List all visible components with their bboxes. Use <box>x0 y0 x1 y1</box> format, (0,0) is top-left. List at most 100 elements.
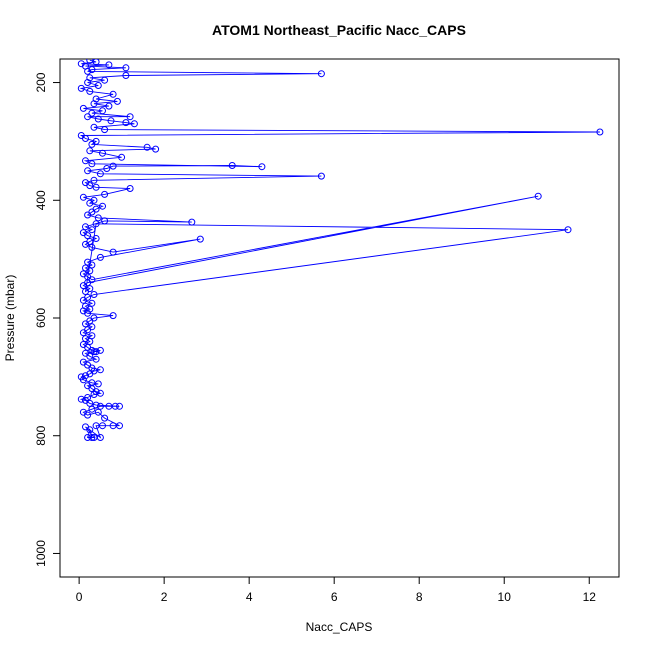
chart-title: ATOM1 Northeast_Pacific Nacc_CAPS <box>212 22 466 38</box>
data-point <box>82 179 89 187</box>
data-point <box>109 312 117 320</box>
data-point <box>79 104 87 112</box>
data-point <box>99 202 106 210</box>
data-point <box>88 434 96 441</box>
data-point <box>94 115 102 123</box>
data-point <box>101 126 109 134</box>
data-point <box>99 149 106 157</box>
data-point <box>88 332 96 340</box>
x-axis-label: Nacc_CAPS <box>306 620 373 634</box>
data-point <box>564 226 572 234</box>
data-point <box>122 64 130 72</box>
data-point <box>96 434 104 441</box>
data-point <box>96 170 104 178</box>
data-point <box>92 95 100 103</box>
series-line <box>79 59 600 439</box>
data-point <box>534 192 542 200</box>
data-point <box>96 402 104 410</box>
data-point <box>94 408 102 416</box>
x-tick-label: 6 <box>331 590 338 604</box>
data-point <box>77 60 85 68</box>
data-point <box>84 394 92 401</box>
data-point <box>88 160 96 168</box>
data-point <box>88 66 96 74</box>
data-point <box>82 157 89 165</box>
data-point <box>94 82 102 89</box>
data-point <box>107 117 115 125</box>
data-point <box>126 185 134 192</box>
data-point <box>113 97 121 105</box>
data-point <box>90 176 98 184</box>
data-point <box>103 165 111 172</box>
y-tick-label: 200 <box>34 72 48 92</box>
data-point <box>92 235 100 242</box>
data-point <box>126 113 134 121</box>
data-point <box>79 358 87 366</box>
series-layer <box>77 59 604 441</box>
y-tick-label: 800 <box>34 425 48 445</box>
data-point <box>258 163 266 171</box>
data-point <box>88 323 96 331</box>
data-point <box>116 422 123 430</box>
data-point <box>105 102 113 110</box>
data-point <box>92 137 100 145</box>
data-point <box>86 147 94 155</box>
data-point <box>228 162 236 169</box>
data-point <box>90 291 98 298</box>
data-point <box>122 72 130 79</box>
data-point <box>77 373 85 381</box>
data-point <box>86 285 94 293</box>
data-point <box>96 389 104 397</box>
data-point <box>90 123 98 131</box>
y-axis-label: Pressure (mbar) <box>3 275 17 362</box>
x-tick-label: 10 <box>498 590 512 604</box>
data-point <box>92 220 100 228</box>
data-point <box>88 379 96 387</box>
data-point <box>92 59 100 66</box>
data-point <box>94 214 102 222</box>
x-axis: 0 2 4 6 8 10 12 <box>76 576 596 604</box>
data-point <box>88 226 96 234</box>
data-point <box>143 143 151 151</box>
data-point <box>88 405 96 413</box>
data-point <box>101 414 109 422</box>
data-point <box>77 132 85 139</box>
data-point <box>596 128 604 136</box>
data-point <box>82 349 89 357</box>
data-point <box>82 264 89 272</box>
x-tick-label: 4 <box>246 590 253 604</box>
data-point <box>82 423 89 431</box>
x-tick-label: 0 <box>76 590 83 604</box>
data-point <box>101 217 109 225</box>
data-point <box>99 107 106 115</box>
data-point <box>86 238 94 245</box>
data-point <box>96 366 104 374</box>
data-point <box>88 109 96 117</box>
data-point <box>188 218 196 226</box>
data-point <box>82 335 89 343</box>
data-point <box>79 193 87 201</box>
data-point <box>130 120 138 128</box>
data-point <box>79 229 87 237</box>
data-point <box>82 223 89 231</box>
data-point <box>90 314 98 322</box>
data-point <box>84 258 92 266</box>
y-axis: 200 400 600 800 1000 <box>34 72 61 567</box>
data-point <box>152 145 160 153</box>
data-point <box>88 299 96 307</box>
data-point <box>99 422 106 430</box>
data-point <box>84 167 92 175</box>
data-point <box>101 190 109 198</box>
data-point <box>96 346 104 354</box>
data-point <box>94 380 102 388</box>
data-point <box>116 402 123 410</box>
data-point <box>196 235 204 243</box>
data-point <box>86 74 94 82</box>
data-point <box>96 253 104 261</box>
data-point <box>122 119 130 127</box>
data-point <box>317 172 325 180</box>
plot-frame <box>59 58 620 578</box>
data-point <box>109 248 117 256</box>
data-point <box>111 402 119 410</box>
